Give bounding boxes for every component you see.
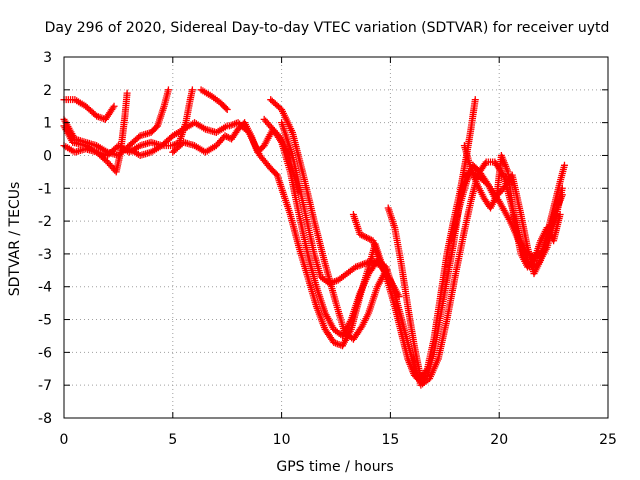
- y-tick-label: -7: [38, 378, 52, 394]
- data-point: [109, 104, 117, 112]
- data-point: [359, 232, 367, 240]
- data-point: [123, 89, 131, 97]
- data-point: [223, 106, 231, 114]
- y-tick-label: -5: [38, 313, 52, 329]
- data-point: [481, 160, 489, 168]
- series-14: [447, 161, 568, 278]
- y-tick-label: 2: [43, 83, 52, 99]
- x-axis-label: GPS time / hours: [276, 459, 393, 475]
- data-point: [366, 235, 374, 243]
- data-point: [556, 211, 564, 219]
- data-point: [471, 96, 479, 104]
- series-12: [349, 211, 394, 287]
- data-point: [221, 132, 229, 140]
- y-tick-label: -6: [38, 345, 52, 361]
- data-point: [358, 231, 366, 239]
- axis-ticks: 0 5 10 15 20 25 -8 -7 -6 -5 -4 -3 -2 -1 0 1 2 3: [38, 50, 617, 448]
- series-7: [197, 86, 231, 114]
- y-tick-label: -1: [38, 181, 52, 197]
- data-point: [560, 161, 568, 169]
- data-point: [170, 141, 178, 149]
- series-3: [60, 89, 131, 176]
- grid: [64, 57, 608, 418]
- series-5: [125, 119, 231, 159]
- series-13: [384, 96, 479, 383]
- data-point: [164, 86, 172, 94]
- plot-frame: [63, 56, 609, 419]
- y-tick-label: -3: [38, 247, 52, 263]
- y-tick-label: 3: [43, 50, 52, 66]
- y-axis-label: SDTVAR / TECUs: [7, 182, 23, 297]
- y-tick-label: -2: [38, 214, 52, 230]
- data-point: [422, 366, 430, 374]
- x-tick-label: 0: [60, 432, 69, 448]
- y-tick-label: -8: [38, 411, 52, 427]
- data-point: [356, 230, 364, 238]
- data-point: [386, 279, 394, 287]
- x-tick-label: 5: [168, 432, 177, 448]
- data-point: [361, 233, 369, 241]
- chart-title: Day 296 of 2020, Sidereal Day-to-day VTE…: [45, 20, 610, 36]
- y-tick-label: 1: [43, 116, 52, 132]
- x-tick-label: 20: [490, 432, 508, 448]
- data-point: [357, 324, 365, 332]
- data-point: [362, 234, 370, 241]
- data-point: [169, 142, 177, 150]
- series-15: [460, 142, 564, 271]
- y-tick-label: 0: [43, 148, 52, 164]
- data-point: [483, 179, 491, 187]
- x-tick-label: 10: [273, 432, 291, 448]
- x-tick-label: 15: [381, 432, 399, 448]
- data-point: [188, 86, 196, 94]
- data-point: [277, 137, 285, 145]
- x-tick-label: 25: [599, 432, 617, 448]
- y-tick-label: -4: [38, 280, 52, 296]
- data-points: [60, 86, 568, 389]
- data-point: [223, 133, 231, 141]
- data-point: [222, 104, 230, 112]
- data-point: [110, 102, 118, 110]
- data-point: [364, 234, 372, 242]
